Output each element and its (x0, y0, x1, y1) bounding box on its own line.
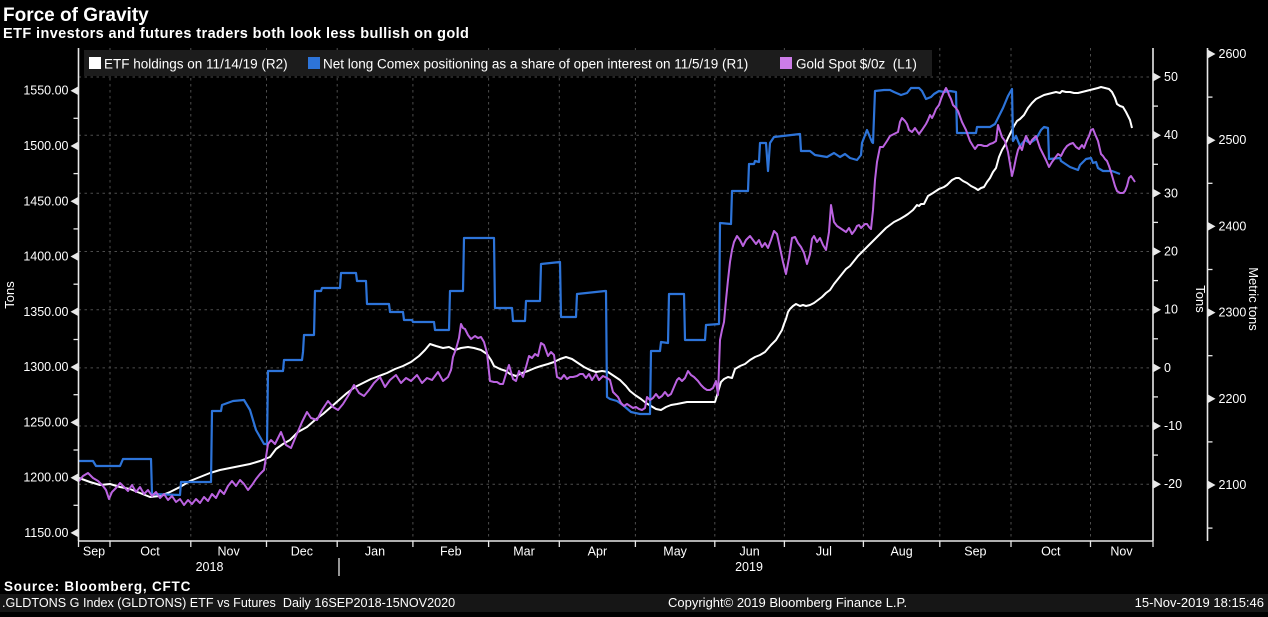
svg-text:2400: 2400 (1219, 219, 1247, 233)
svg-text:ETF holdings on 11/14/19 (R2): ETF holdings on 11/14/19 (R2) (104, 57, 288, 72)
svg-text:Sep: Sep (964, 545, 986, 559)
svg-text:Aug: Aug (890, 545, 912, 559)
svg-text:2200: 2200 (1219, 392, 1247, 406)
svg-text:1250.00: 1250.00 (23, 415, 68, 429)
svg-text:Source: Bloomberg, CFTC: Source: Bloomberg, CFTC (4, 579, 191, 594)
svg-text:Tons: Tons (1193, 285, 1208, 313)
svg-text:2018: 2018 (196, 560, 224, 574)
svg-text:1400.00: 1400.00 (23, 250, 68, 264)
svg-text:Apr: Apr (588, 545, 607, 559)
svg-text:50: 50 (1164, 70, 1178, 84)
svg-text:Nov: Nov (1110, 545, 1133, 559)
svg-text:Copyright© 2019 Bloomberg Fina: Copyright© 2019 Bloomberg Finance L.P. (668, 595, 907, 610)
svg-text:2500: 2500 (1219, 133, 1247, 147)
svg-text:Net long Comex positioning as: Net long Comex positioning as a share of… (323, 57, 748, 72)
svg-text:2100: 2100 (1219, 478, 1247, 492)
svg-text:1550.00: 1550.00 (23, 84, 68, 98)
svg-text:Mar: Mar (513, 545, 535, 559)
svg-text:Metric tons: Metric tons (1246, 267, 1261, 331)
svg-text:15-Nov-2019 18:15:46: 15-Nov-2019 18:15:46 (1135, 595, 1264, 610)
svg-text:-20: -20 (1164, 477, 1182, 491)
svg-text:1300.00: 1300.00 (23, 360, 68, 374)
svg-text:May: May (663, 545, 687, 559)
svg-text:1450.00: 1450.00 (23, 194, 68, 208)
svg-text:Jul: Jul (816, 545, 832, 559)
svg-text:1350.00: 1350.00 (23, 305, 68, 319)
svg-text:Sep: Sep (83, 545, 105, 559)
svg-text:2300: 2300 (1219, 306, 1247, 320)
svg-text:2600: 2600 (1219, 47, 1247, 61)
svg-text:Force of Gravity: Force of Gravity (3, 5, 149, 26)
svg-text:Oct: Oct (140, 545, 160, 559)
svg-text:40: 40 (1164, 128, 1178, 142)
svg-text:10: 10 (1164, 303, 1178, 317)
svg-text:1500.00: 1500.00 (23, 139, 68, 153)
svg-text:30: 30 (1164, 186, 1178, 200)
svg-text:Tons: Tons (2, 281, 17, 309)
svg-text:Gold Spot $/0z (L1): Gold Spot $/0z (L1) (796, 57, 917, 72)
svg-text:Jun: Jun (740, 545, 760, 559)
svg-text:Oct: Oct (1041, 545, 1061, 559)
svg-text:2019: 2019 (735, 560, 763, 574)
svg-text:Dec: Dec (291, 545, 313, 559)
svg-text:.GLDTONS G Index (GLDTONS) ETF: .GLDTONS G Index (GLDTONS) ETF vs Future… (2, 596, 455, 610)
svg-text:1200.00: 1200.00 (23, 471, 68, 485)
svg-text:ETF investors and futures trad: ETF investors and futures traders both l… (3, 26, 469, 42)
svg-text:-10: -10 (1164, 419, 1182, 433)
svg-text:Jan: Jan (365, 545, 385, 559)
svg-text:0: 0 (1164, 361, 1171, 375)
svg-text:Nov: Nov (217, 545, 240, 559)
svg-text:20: 20 (1164, 245, 1178, 259)
svg-text:Feb: Feb (440, 545, 462, 559)
svg-text:1150.00: 1150.00 (24, 526, 68, 540)
